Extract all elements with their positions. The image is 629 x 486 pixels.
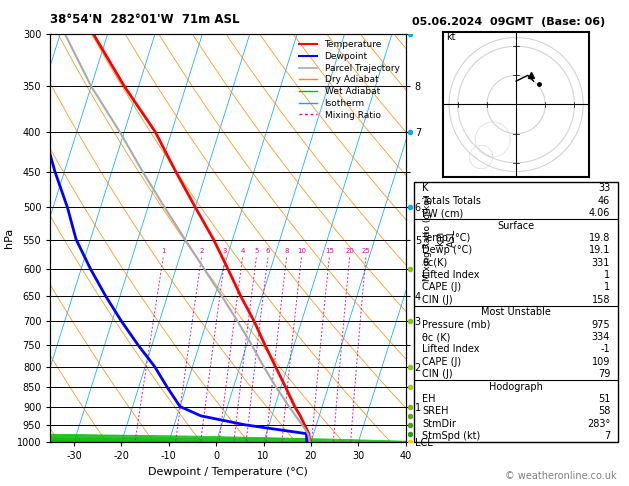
Text: EH: EH [422,394,435,404]
Text: Hodograph: Hodograph [489,382,543,392]
Y-axis label: hPa: hPa [4,228,14,248]
Text: kt: kt [446,33,455,42]
Text: StmSpd (kt): StmSpd (kt) [422,431,481,441]
Text: PW (cm): PW (cm) [422,208,464,218]
Text: 25: 25 [362,248,370,254]
Text: 331: 331 [592,258,610,268]
Text: 79: 79 [598,369,610,379]
Text: Totals Totals: Totals Totals [422,196,481,206]
Text: 975: 975 [591,320,610,330]
Text: 1: 1 [161,248,165,254]
Text: Surface: Surface [498,221,535,230]
Text: CIN (J): CIN (J) [422,295,453,305]
Text: 4: 4 [240,248,245,254]
Text: StmDir: StmDir [422,418,456,429]
Text: 109: 109 [592,357,610,367]
Text: -1: -1 [601,345,610,354]
Text: CIN (J): CIN (J) [422,369,453,379]
Text: 33: 33 [598,183,610,193]
Text: Most Unstable: Most Unstable [481,307,551,317]
Text: CAPE (J): CAPE (J) [422,282,461,293]
Text: CAPE (J): CAPE (J) [422,357,461,367]
X-axis label: Dewpoint / Temperature (°C): Dewpoint / Temperature (°C) [148,467,308,477]
Text: 2: 2 [199,248,204,254]
Text: θᴄ (K): θᴄ (K) [422,332,450,342]
Text: 19.1: 19.1 [589,245,610,255]
Text: 10: 10 [297,248,306,254]
Text: K: K [422,183,428,193]
Text: Lifted Index: Lifted Index [422,270,479,280]
Text: Pressure (mb): Pressure (mb) [422,320,491,330]
Text: Temp (°C): Temp (°C) [422,233,470,243]
Y-axis label: km
ASL: km ASL [435,229,457,247]
Text: SREH: SREH [422,406,448,417]
Text: 1: 1 [604,282,610,293]
Text: 7: 7 [604,431,610,441]
Legend: Temperature, Dewpoint, Parcel Trajectory, Dry Adiabat, Wet Adiabat, Isotherm, Mi: Temperature, Dewpoint, Parcel Trajectory… [298,38,401,122]
Text: 5: 5 [254,248,259,254]
Text: 6: 6 [265,248,270,254]
Text: Mixing Ratio (g/kg): Mixing Ratio (g/kg) [423,195,433,281]
Text: 15: 15 [325,248,334,254]
Text: 158: 158 [592,295,610,305]
Text: Lifted Index: Lifted Index [422,345,479,354]
Text: Dewp (°C): Dewp (°C) [422,245,472,255]
Text: 38°54'N  282°01'W  71m ASL: 38°54'N 282°01'W 71m ASL [50,13,240,26]
Text: 58: 58 [598,406,610,417]
Text: 4.06: 4.06 [589,208,610,218]
Text: 46: 46 [598,196,610,206]
Text: θᴄ(K): θᴄ(K) [422,258,447,268]
Text: 20: 20 [345,248,354,254]
Text: 05.06.2024  09GMT  (Base: 06): 05.06.2024 09GMT (Base: 06) [412,17,605,27]
Text: © weatheronline.co.uk: © weatheronline.co.uk [505,471,616,481]
Text: 283°: 283° [587,418,610,429]
Text: 19.8: 19.8 [589,233,610,243]
Text: 3: 3 [223,248,227,254]
Text: 51: 51 [598,394,610,404]
Text: 8: 8 [284,248,289,254]
Text: 1: 1 [604,270,610,280]
Text: 334: 334 [592,332,610,342]
